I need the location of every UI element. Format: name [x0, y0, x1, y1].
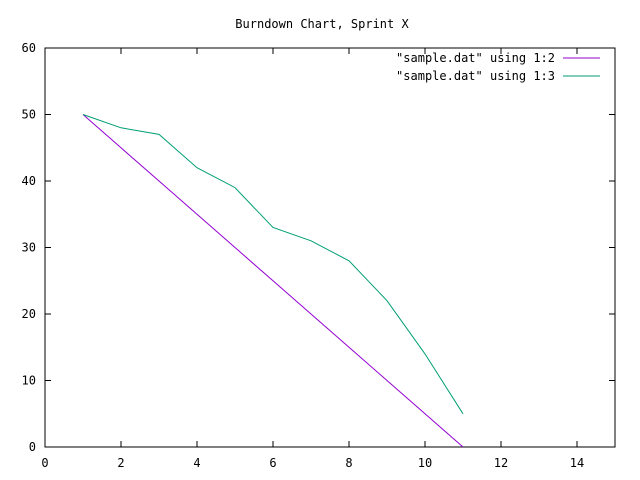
- y-tick-label: 50: [22, 108, 36, 122]
- y-tick-label: 10: [22, 374, 36, 388]
- series-line-2: [82, 114, 464, 415]
- plot-area-frame: [44, 47, 616, 448]
- y-tick-label: 60: [22, 41, 36, 55]
- x-axis: 0 2 4 6 8 10 12 14: [41, 48, 584, 470]
- legend: "sample.dat" using 1:2 "sample.dat" using…: [396, 51, 600, 83]
- legend-label-2: "sample.dat" using 1:3: [396, 69, 555, 83]
- legend-label-1: "sample.dat" using 1:2: [396, 51, 555, 65]
- x-tick-label: 0: [41, 456, 48, 470]
- series-line-1: [82, 114, 464, 448]
- x-tick-label: 10: [418, 456, 432, 470]
- x-tick-label: 12: [494, 456, 508, 470]
- y-axis: 0 10 20 30 40 50 60: [22, 41, 615, 454]
- x-tick-label: 2: [117, 456, 124, 470]
- chart-title: Burndown Chart, Sprint X: [235, 17, 409, 31]
- series-group: [82, 114, 464, 448]
- y-tick-label: 0: [29, 440, 36, 454]
- y-tick-label: 20: [22, 307, 36, 321]
- y-tick-label: 30: [22, 241, 36, 255]
- x-tick-label: 8: [345, 456, 352, 470]
- y-tick-label: 40: [22, 174, 36, 188]
- x-tick-label: 14: [570, 456, 584, 470]
- x-tick-label: 4: [193, 456, 200, 470]
- x-tick-label: 6: [269, 456, 276, 470]
